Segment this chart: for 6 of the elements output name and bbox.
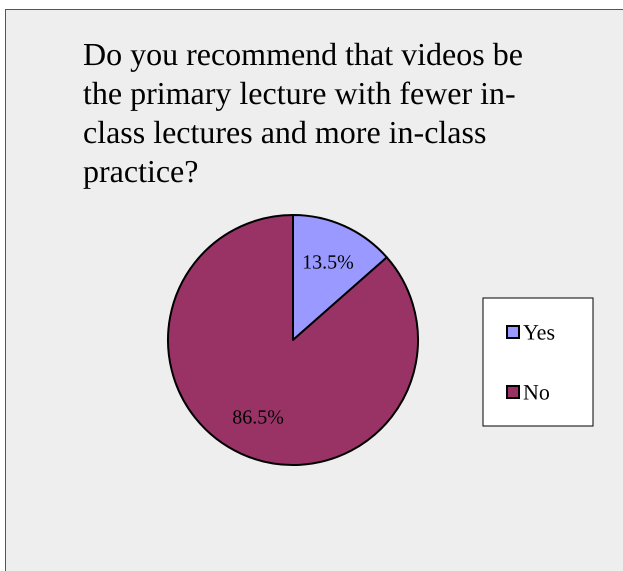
legend-label: No [523,380,550,404]
chart-title: Do you recommend that videos be the primary lecture with fewer in-class lectures and more in-class practice? [83,36,523,189]
legend-label: Yes [523,320,556,344]
data-label: 86.5% [232,406,284,428]
pie-slice [167,214,419,466]
data-label: 13.5% [302,252,354,274]
